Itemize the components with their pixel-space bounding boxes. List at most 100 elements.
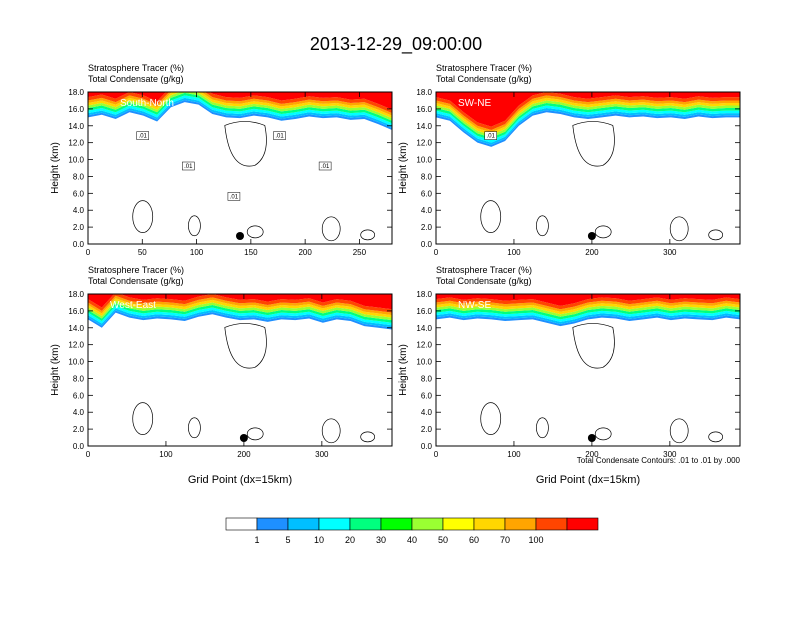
tracer-band [436, 100, 740, 138]
x-tick-label: 150 [244, 248, 258, 257]
contour-line [669, 216, 689, 242]
y-tick-label: 6.0 [421, 391, 433, 400]
colorbar-label: 20 [345, 535, 355, 545]
condensate-contours [132, 323, 376, 444]
tracer-band [88, 92, 392, 121]
contour-line [321, 418, 341, 444]
contour-line [708, 431, 724, 443]
contour-line [360, 431, 376, 443]
y-tick-label: 12.0 [68, 139, 84, 148]
contour-line [572, 323, 615, 369]
y-tick-label: 8.0 [73, 172, 85, 181]
colorbar: 1 5 10 20 30 40 50 60 70 100 [225, 517, 599, 545]
contour-line [132, 402, 154, 435]
contour-line [480, 200, 502, 233]
plot-frame [87, 293, 393, 447]
colorbar-swatch [287, 517, 320, 531]
y-tick-label: 6.0 [421, 189, 433, 198]
colorbar-label: 10 [314, 535, 324, 545]
location-marker [236, 232, 244, 240]
contour-line [594, 427, 612, 441]
y-tick-label: 8.0 [73, 374, 85, 383]
y-tick-label: 14.0 [68, 122, 84, 131]
contour-label: .01 [275, 134, 284, 140]
chart-panel-1: .01 .01 .01 .01 .01 0.0 2.0 4.0 6.0 8.0 10.0 12.0 14… [50, 63, 393, 257]
x-tick-label: 200 [237, 450, 251, 459]
tracer-band [88, 294, 392, 313]
tracer-band [88, 305, 392, 326]
x-tick-label: 100 [190, 248, 204, 257]
y-tick-label: 16.0 [68, 105, 84, 114]
y-tick-label: 12.0 [416, 341, 432, 350]
y-tick-label: 8.0 [421, 374, 433, 383]
colorbar-swatch [411, 517, 444, 531]
tracer-band [436, 105, 740, 143]
tracer-band [436, 102, 740, 141]
panel-title-line2: Total Condensate (g/kg) [436, 276, 532, 286]
contour-line [246, 225, 264, 239]
x-tick-label: 0 [86, 248, 91, 257]
x-tick-label: 0 [86, 450, 91, 459]
y-tick-label: 12.0 [416, 139, 432, 148]
colorbar-swatch [318, 517, 351, 531]
y-tick-label: 10.0 [416, 358, 432, 367]
x-axis-label: Grid Point (dx=15km) [536, 474, 640, 486]
tracer-band [436, 303, 740, 315]
panel-title-line1: Stratosphere Tracer (%) [88, 265, 184, 275]
contour-line [188, 215, 201, 237]
tracer-band [88, 300, 392, 321]
section-label: West-East [110, 300, 156, 311]
colorbar-label: 5 [285, 535, 290, 545]
contour-line [480, 402, 502, 435]
y-tick-label: 0.0 [73, 240, 85, 249]
plot-frame [87, 91, 393, 245]
contour-line [246, 427, 264, 441]
colorbar-swatch [566, 517, 599, 531]
y-tick-label: 0.0 [421, 240, 433, 249]
y-tick-label: 4.0 [421, 206, 433, 215]
colorbar-label: 50 [438, 535, 448, 545]
x-tick-label: 300 [663, 248, 677, 257]
tracer-band [88, 92, 392, 119]
contour-label: .01 [321, 164, 330, 170]
panel-title-line2: Total Condensate (g/kg) [436, 74, 532, 84]
y-tick-label: 6.0 [73, 189, 85, 198]
y-tick-label: 10.0 [416, 156, 432, 165]
panel-title-line1: Stratosphere Tracer (%) [88, 63, 184, 73]
contour-label: .01 [184, 164, 193, 170]
y-tick-label: 2.0 [73, 223, 85, 232]
location-marker [587, 434, 596, 442]
condensate-contours [132, 121, 376, 242]
tracer-band [88, 298, 392, 318]
section-label: South-North [120, 98, 174, 109]
tracer-band [88, 92, 392, 116]
colorbar-label: 100 [528, 535, 543, 545]
chart-panel-3: 0.0 2.0 4.0 6.0 8.0 10.0 12.0 14.0 16.0 18.0 0 100 2… [50, 265, 393, 486]
page-title: 2013-12-29_09:00:00 [310, 34, 482, 55]
colorbar-label: 30 [376, 535, 386, 545]
x-tick-label: 0 [434, 450, 439, 459]
panel-title-line1: Stratosphere Tracer (%) [436, 265, 532, 275]
contour-label: .01 [487, 134, 496, 140]
y-tick-label: 12.0 [68, 341, 84, 350]
tracer-field [88, 294, 392, 330]
tracer-band [88, 92, 392, 114]
contour-line [669, 418, 689, 444]
colorbar-swatch [225, 517, 258, 531]
colorbar-swatch [535, 517, 568, 531]
y-tick-label: 2.0 [73, 425, 85, 434]
tracer-band [436, 308, 740, 320]
tracer-band [436, 95, 740, 133]
tracer-band [436, 110, 740, 147]
contour-line [132, 200, 154, 233]
tracer-band [436, 108, 740, 145]
colorbar-swatch [504, 517, 537, 531]
contour-label-box [318, 161, 332, 171]
tracer-field [88, 92, 392, 130]
y-tick-label: 18.0 [68, 290, 84, 299]
y-tick-label: 4.0 [73, 206, 85, 215]
y-tick-label: 18.0 [416, 88, 432, 97]
colorbar-swatch [380, 517, 413, 531]
tracer-band [88, 295, 392, 316]
